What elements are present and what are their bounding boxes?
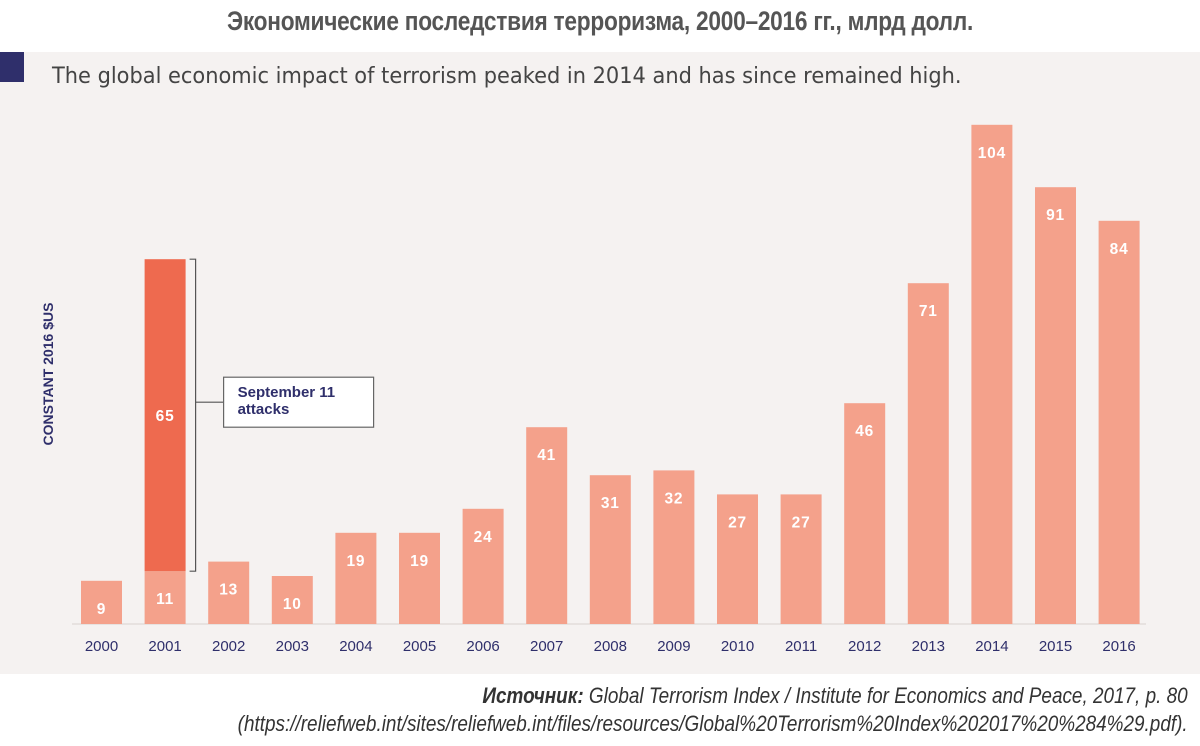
x-tick-2006: 2006 [466, 638, 499, 655]
x-tick-2011: 2011 [785, 638, 817, 655]
annotation-bracket [189, 258, 197, 572]
x-tick-2007: 2007 [530, 638, 563, 655]
bar-2011 [780, 494, 822, 624]
bar-2008 [589, 475, 631, 624]
x-tick-2015: 2015 [1039, 638, 1072, 655]
source-note: Источник: Global Terrorism Index / Insti… [238, 682, 1188, 738]
x-tick-2016: 2016 [1102, 638, 1135, 655]
value-label-2008: 31 [601, 495, 620, 512]
value-label-2006: 24 [474, 529, 493, 546]
value-label-2015: 91 [1046, 207, 1065, 224]
bar-2003 [271, 576, 313, 624]
value-label-2010: 27 [728, 514, 747, 531]
x-tick-2014: 2014 [975, 638, 1008, 655]
bar-2005 [399, 532, 440, 624]
y-axis-label: CONSTANT 2016 $US [40, 303, 56, 446]
x-tick-2009: 2009 [657, 638, 690, 655]
bar-2013 [907, 283, 949, 624]
value-label-2002: 13 [219, 582, 238, 599]
value-label-2014: 104 [978, 145, 1006, 162]
value-label-2000: 9 [97, 601, 106, 618]
value-label-2004: 19 [346, 553, 365, 570]
source-label: Источник: [482, 683, 584, 708]
source-url: (https://reliefweb.int/sites/reliefweb.i… [237, 711, 1188, 736]
page-title: Экономические последствия терроризма, 20… [226, 6, 974, 36]
value-label-2013: 71 [919, 303, 938, 320]
bar-2001 [144, 571, 186, 624]
bar-2016 [1098, 220, 1140, 625]
x-tick-2012: 2012 [848, 638, 881, 655]
bar-2006 [462, 508, 504, 624]
bar-2012 [844, 403, 886, 624]
value-label-2009: 32 [664, 490, 683, 507]
bar-2010 [717, 494, 758, 624]
annotation-box [223, 376, 375, 428]
annotation-text-line-2: attacks [238, 401, 290, 418]
value-label-2001-september-11: 65 [156, 408, 175, 425]
bar-2009 [653, 470, 695, 624]
value-label-2012: 46 [855, 423, 874, 440]
value-label-2001: 11 [156, 591, 174, 608]
value-label-2005: 19 [410, 553, 429, 570]
annotation-text-line-1: September 11 [238, 384, 336, 401]
x-tick-2002: 2002 [212, 638, 245, 655]
source-line-1: Источник: Global Terrorism Index / Insti… [238, 682, 1188, 710]
bar-2000 [81, 580, 122, 624]
x-tick-2003: 2003 [276, 638, 309, 655]
x-tick-2001: 2001 [148, 638, 181, 655]
value-label-2011: 27 [792, 514, 811, 531]
bar-2014 [971, 124, 1013, 625]
bar-2001-september-11 [144, 259, 186, 572]
bar-2004 [335, 532, 377, 624]
x-tick-2008: 2008 [594, 638, 627, 655]
x-tick-2013: 2013 [912, 638, 945, 655]
source-text: Global Terrorism Index / Institute for E… [589, 683, 1188, 708]
value-label-2007: 41 [537, 447, 556, 464]
x-tick-2005: 2005 [403, 638, 436, 655]
value-label-2016: 84 [1110, 241, 1129, 258]
x-tick-2000: 2000 [85, 638, 118, 655]
value-label-2003: 10 [283, 596, 302, 613]
bar-2015 [1035, 187, 1076, 624]
chart-subtitle: The global economic impact of terrorism … [52, 63, 962, 89]
x-tick-2010: 2010 [721, 638, 754, 655]
bar-2007 [526, 427, 568, 624]
accent-square [0, 52, 24, 82]
bar-2002 [208, 561, 250, 624]
x-tick-2004: 2004 [339, 638, 372, 655]
